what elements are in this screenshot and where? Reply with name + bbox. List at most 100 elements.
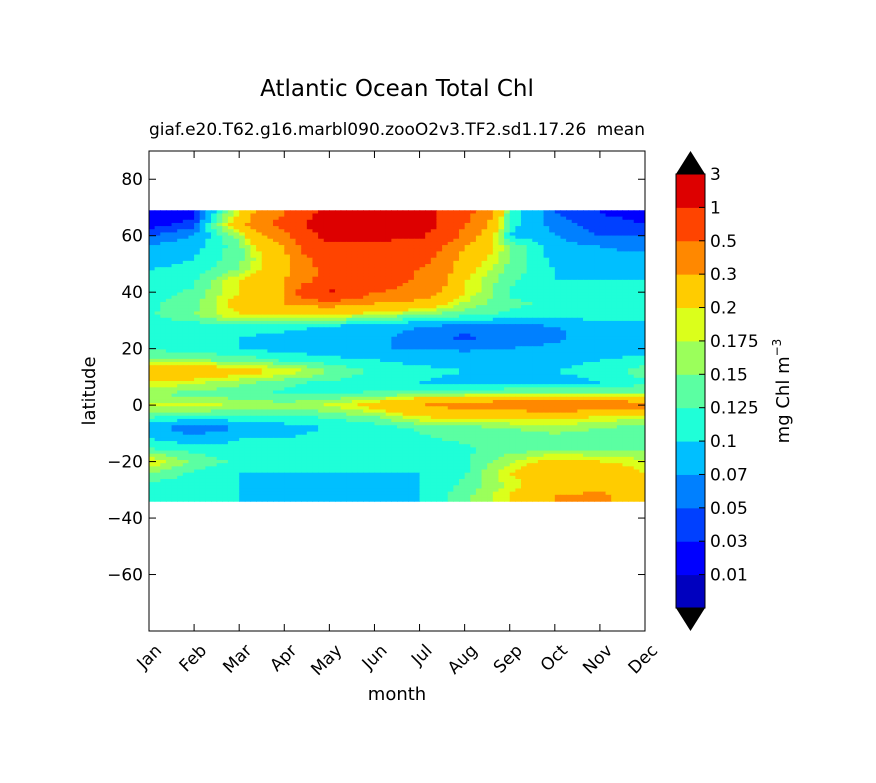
heatmap-cell [577, 232, 584, 237]
heatmap-cell [616, 273, 624, 278]
heatmap-cell [470, 235, 477, 240]
heatmap-cell [515, 235, 522, 240]
heatmap-cell [616, 257, 624, 262]
heatmap-cell [171, 365, 178, 369]
heatmap-cell [521, 314, 528, 319]
heatmap-cell [227, 213, 235, 218]
heatmap-cell [599, 324, 607, 328]
heatmap-cell [442, 317, 449, 322]
heatmap-cell [560, 377, 567, 382]
heatmap-cell [194, 349, 201, 354]
heatmap-cell [509, 365, 516, 369]
heatmap-cell [165, 387, 173, 392]
heatmap-cell [611, 241, 618, 246]
heatmap-cell [509, 305, 516, 309]
heatmap-cell [639, 210, 645, 215]
heatmap-cell [233, 377, 240, 382]
heatmap-cell [521, 276, 528, 281]
heatmap-cell [436, 254, 443, 259]
heatmap-cell [346, 314, 353, 319]
heatmap-cell [475, 362, 483, 366]
heatmap-cell [560, 311, 567, 316]
heatmap-cell [526, 380, 533, 385]
heatmap-cell [554, 289, 562, 294]
heatmap-cell [481, 346, 488, 350]
heatmap-cell [487, 346, 494, 350]
heatmap-cell [413, 260, 421, 265]
heatmap-cell [402, 213, 409, 218]
heatmap-cell [549, 317, 556, 322]
heatmap-cell [205, 248, 212, 252]
heatmap-cell [622, 371, 629, 376]
heatmap-cell [267, 241, 274, 246]
heatmap-cell [402, 295, 409, 300]
heatmap-cell [425, 346, 432, 350]
heatmap-cell [475, 270, 483, 275]
heatmap-cell [599, 368, 607, 373]
heatmap-cell [526, 273, 533, 278]
heatmap-cell [413, 264, 421, 268]
heatmap-cell [216, 235, 223, 240]
heatmap-cell [368, 264, 376, 268]
heatmap-cell [639, 226, 645, 230]
heatmap-cell [498, 362, 505, 366]
heatmap-cell [256, 245, 263, 249]
heatmap-cell [633, 216, 640, 221]
heatmap-cell [149, 216, 156, 221]
heatmap-cell [160, 279, 167, 284]
heatmap-cell [611, 320, 618, 325]
heatmap-cell [199, 355, 206, 360]
heatmap-cell [194, 336, 201, 341]
heatmap-cell [346, 232, 353, 237]
heatmap-cell [256, 298, 263, 303]
heatmap-cell [278, 327, 285, 332]
heatmap-cell [594, 346, 601, 350]
heatmap-cell [374, 279, 381, 284]
heatmap-cell [633, 226, 640, 230]
heatmap-cell [177, 222, 184, 227]
heatmap-cell [487, 374, 494, 379]
heatmap-cell [430, 330, 438, 335]
heatmap-cell [402, 286, 409, 290]
heatmap-cell [594, 320, 601, 325]
heatmap-cell [481, 295, 488, 300]
heatmap-cell [380, 339, 387, 344]
heatmap-cell [532, 245, 539, 249]
heatmap-cell [188, 308, 195, 313]
heatmap-cell [430, 235, 438, 240]
heatmap-cell [329, 371, 336, 376]
heatmap-cell [211, 260, 218, 265]
heatmap-cell [475, 333, 483, 338]
heatmap-cell [205, 368, 212, 373]
heatmap-cell [594, 289, 601, 294]
heatmap-cell [289, 289, 297, 294]
heatmap-cell [363, 336, 370, 341]
heatmap-cell [515, 298, 522, 303]
heatmap-cell [363, 216, 370, 221]
heatmap-cell [233, 333, 240, 338]
heatmap-cell [633, 283, 640, 287]
heatmap-cell [470, 229, 477, 234]
heatmap-cell [363, 289, 370, 294]
heatmap-cell [340, 317, 347, 322]
heatmap-cell [289, 327, 297, 332]
heatmap-cell [537, 384, 545, 388]
heatmap-cell [526, 260, 533, 265]
heatmap-cell [413, 320, 421, 325]
heatmap-cell [577, 327, 584, 332]
heatmap-cell [340, 232, 347, 237]
heatmap-cell [323, 336, 330, 341]
heatmap-cell [323, 339, 330, 344]
heatmap-cell [160, 229, 167, 234]
heatmap-cell [521, 308, 528, 313]
heatmap-cell [295, 232, 302, 237]
heatmap-cell [216, 241, 223, 246]
heatmap-cell [273, 219, 280, 224]
heatmap-cell [475, 314, 483, 319]
heatmap-cell [273, 257, 280, 262]
heatmap-cell [357, 336, 364, 341]
heatmap-cell [273, 301, 280, 306]
heatmap-cell [346, 219, 353, 224]
heatmap-cell [256, 368, 263, 373]
heatmap-cell [442, 305, 449, 309]
